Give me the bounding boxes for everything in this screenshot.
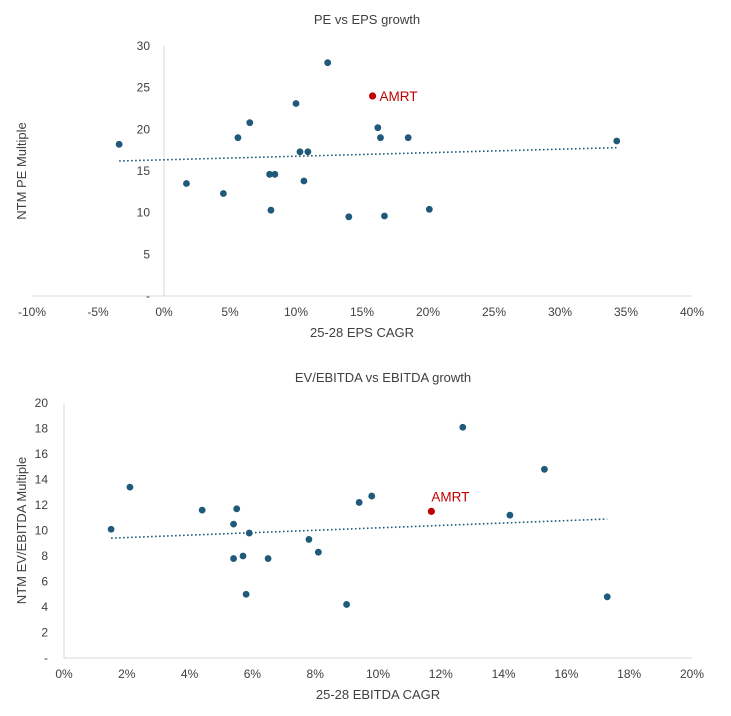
y-tick-label: 18 <box>35 422 49 436</box>
data-point <box>183 180 190 187</box>
x-tick-label: 0% <box>55 667 73 681</box>
x-tick-label: 16% <box>554 667 578 681</box>
y-tick-label: 4 <box>41 600 48 614</box>
data-point <box>304 148 312 156</box>
data-point <box>425 205 433 213</box>
y-tick-label: 5 <box>143 247 150 261</box>
data-point <box>126 483 134 491</box>
x-tick-label: 2% <box>118 667 136 681</box>
highlight-point <box>427 507 435 515</box>
x-tick-label: 6% <box>244 667 262 681</box>
y-tick-label: 30 <box>137 39 151 53</box>
x-tick-label: 4% <box>181 667 199 681</box>
x-tick-label: 40% <box>680 305 704 319</box>
data-point <box>292 100 300 107</box>
y-tick-label: 10 <box>35 524 49 538</box>
y-tick-label: 2 <box>41 626 48 640</box>
x-tick-label: 30% <box>548 305 572 319</box>
x-axis-label: 25-28 EBITDA CAGR <box>316 687 440 702</box>
y-tick-label: 20 <box>35 396 49 410</box>
data-point <box>230 555 237 562</box>
y-tick-label: - <box>44 651 48 665</box>
data-point <box>220 190 227 197</box>
data-point <box>115 140 123 148</box>
y-tick-label: 15 <box>137 164 151 178</box>
data-point <box>613 137 621 145</box>
y-tick-label: 10 <box>137 206 151 220</box>
x-tick-label: 20% <box>680 667 704 681</box>
data-point <box>459 423 467 431</box>
data-point <box>296 148 304 156</box>
pe-vs-eps-chart: PE vs EPS growth -10% -5% 0% 5% 10% 15% 20% 25% 3… <box>14 12 704 340</box>
data-point <box>355 499 363 506</box>
data-point <box>246 119 254 127</box>
x-tick-label: 35% <box>614 305 638 319</box>
x-tick-label: 10% <box>366 667 390 681</box>
data-point <box>230 520 237 528</box>
data-point <box>234 134 242 142</box>
data-point <box>245 529 253 537</box>
y-tick-label: 12 <box>35 498 49 512</box>
x-tick-label: 12% <box>429 667 453 681</box>
trendline <box>111 518 608 539</box>
y-tick-label: 6 <box>41 575 48 589</box>
y-tick-label: 14 <box>35 473 49 487</box>
highlight-label: AMRT <box>431 489 469 504</box>
data-point <box>381 212 388 220</box>
y-tick-label: 8 <box>41 549 48 563</box>
data-point <box>368 492 376 500</box>
x-tick-label: 25% <box>482 305 506 319</box>
y-tick-label: - <box>146 289 150 303</box>
data-point <box>242 590 250 598</box>
data-point <box>377 134 384 142</box>
data-point <box>266 170 273 178</box>
data-point <box>603 593 611 601</box>
x-tick-label: 0% <box>155 305 173 319</box>
highlight-point <box>368 92 377 100</box>
data-point <box>239 552 247 560</box>
y-axis-label: NTM EV/EBITDA Multiple <box>14 457 29 604</box>
y-axis-label: NTM PE Multiple <box>14 122 29 220</box>
data-point <box>267 206 275 214</box>
data-point <box>374 124 382 132</box>
data-point <box>198 506 206 514</box>
data-point <box>264 555 272 562</box>
y-tick-label: 20 <box>137 122 151 136</box>
x-tick-label: -10% <box>18 305 46 319</box>
x-tick-label: 20% <box>416 305 440 319</box>
chart-title: PE vs EPS growth <box>314 12 420 27</box>
data-point <box>271 170 279 178</box>
x-tick-label: 15% <box>350 305 374 319</box>
data-point <box>324 59 332 67</box>
data-point <box>305 536 313 543</box>
x-tick-label: 5% <box>221 305 239 319</box>
chart-title: EV/EBITDA vs EBITDA growth <box>295 370 471 385</box>
x-axis-label: 25-28 EPS CAGR <box>310 325 414 340</box>
data-point <box>314 548 322 556</box>
data-point <box>506 511 514 519</box>
x-tick-label: 14% <box>492 667 516 681</box>
data-point <box>343 601 350 608</box>
data-point <box>345 213 353 221</box>
x-tick-label: 8% <box>307 667 325 681</box>
y-tick-label: 25 <box>137 81 151 95</box>
data-point <box>233 505 241 513</box>
x-tick-label: 10% <box>284 305 308 319</box>
data-point <box>541 465 548 473</box>
data-point <box>404 134 412 142</box>
x-tick-label: 18% <box>617 667 641 681</box>
data-point <box>107 525 115 533</box>
highlight-label: AMRT <box>380 89 418 104</box>
y-tick-label: 16 <box>35 447 49 461</box>
ev-ebitda-vs-ebitda-chart: EV/EBITDA vs EBITDA growth 0% 2% 4% 6% 8% 10% 1… <box>14 370 704 702</box>
data-point <box>300 177 308 185</box>
x-tick-label: -5% <box>87 305 109 319</box>
trendline <box>119 146 617 162</box>
